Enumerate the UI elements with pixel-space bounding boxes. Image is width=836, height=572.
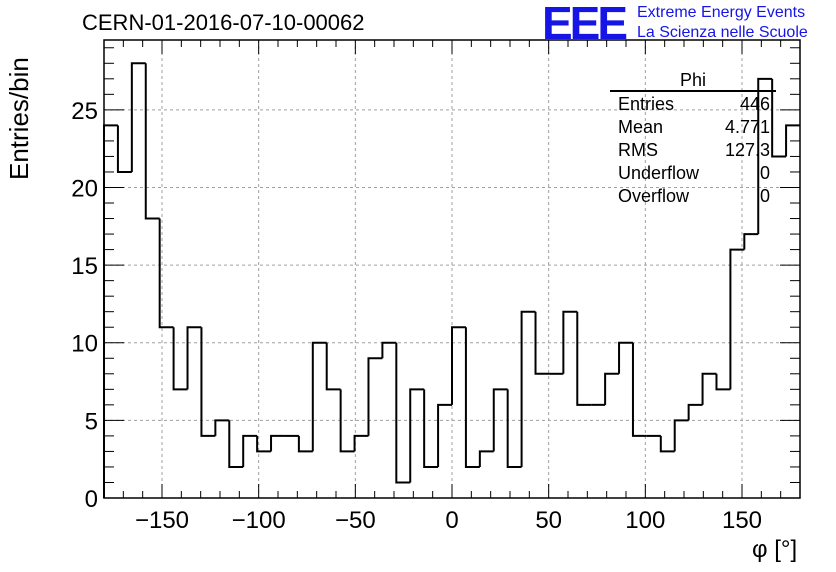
stats-title: Phi: [679, 70, 706, 90]
histogram-bin: [743, 233, 759, 250]
histogram-bin: [409, 388, 425, 483]
x-axis-label: φ [°]: [752, 536, 798, 563]
histogram-bin: [673, 419, 689, 452]
histogram-bin: [256, 435, 272, 453]
stats-value: 127.3: [724, 140, 770, 160]
logo-line-2: La Scienza nelle Scuole: [637, 24, 808, 41]
x-tick-label: 50: [535, 507, 562, 534]
histogram-bin: [631, 342, 647, 437]
stats-row-entries: Entries 446: [610, 94, 776, 117]
y-tick-label: 5: [85, 408, 98, 435]
stats-divider: [610, 90, 776, 92]
histogram-bin: [228, 420, 244, 468]
histogram-bin: [367, 357, 383, 436]
histogram-bin: [172, 327, 188, 391]
y-tick-label: 25: [71, 98, 98, 125]
x-tick-label: 0: [445, 507, 458, 534]
histogram-bin: [729, 248, 745, 390]
histogram-bin: [562, 310, 578, 374]
histogram-bin: [757, 77, 773, 235]
y-tick-label: 15: [71, 253, 98, 280]
x-tick-label: −100: [232, 507, 286, 534]
stats-row-mean: Mean 4.771: [610, 117, 776, 140]
histogram-bin: [242, 434, 258, 467]
logo-line-1: Extreme Energy Events: [637, 4, 806, 21]
histogram-bin: [451, 326, 466, 405]
histogram-bin: [715, 373, 731, 391]
y-tick-label: 20: [71, 175, 98, 202]
stats-value: 4.771: [724, 117, 770, 137]
histogram-bin: [297, 435, 313, 453]
stats-row-rms: RMS 127.3: [610, 140, 776, 163]
histogram-bin: [116, 125, 132, 173]
stats-box: Phi Entries 446 Mean 4.771 RMS 127.3 Und…: [610, 70, 776, 209]
y-axis-label: Entries/bin: [4, 57, 34, 180]
stats-value: 0: [759, 186, 770, 206]
histogram-bin: [158, 218, 174, 329]
chart-title: CERN-01-2016-07-10-00062: [82, 10, 365, 35]
x-tick-label: 100: [625, 507, 665, 534]
stats-label: Overflow: [618, 186, 690, 206]
histogram-bin: [214, 419, 230, 436]
histogram-bin: [311, 341, 327, 452]
stats-label: Entries: [618, 94, 675, 114]
histogram-bin: [339, 389, 355, 453]
histogram-bin: [353, 434, 369, 452]
stats-row-underflow: Underflow 0: [610, 163, 776, 186]
histogram-bin: [659, 435, 675, 453]
histogram-bin: [687, 403, 703, 421]
stats-label: Mean: [618, 117, 664, 137]
histogram-bin: [464, 327, 480, 468]
histogram-bin: [144, 63, 160, 220]
histogram-bin: [270, 434, 285, 452]
histogram-bin: [618, 341, 633, 374]
histogram-bin: [534, 311, 550, 375]
histogram-bin: [325, 342, 341, 391]
histogram-bin: [200, 327, 216, 437]
histogram-bin: [604, 372, 620, 405]
y-tick-label: 10: [71, 331, 98, 358]
histogram-bin: [381, 341, 397, 359]
histogram-bin: [478, 450, 494, 467]
x-tick-label: −50: [335, 507, 376, 534]
stats-label: RMS: [618, 140, 658, 160]
histogram-bin: [771, 78, 787, 158]
x-tick-label: −150: [135, 507, 189, 534]
histogram-bin: [506, 389, 522, 468]
stats-value: 446: [739, 94, 770, 114]
eee-logo: EEE: [542, 0, 628, 49]
stats-label: Underflow: [618, 163, 700, 183]
histogram-bin: [130, 62, 146, 172]
stats-row-overflow: Overflow 0: [610, 186, 776, 209]
histogram-bin: [492, 388, 508, 452]
histogram-bin: [395, 342, 411, 484]
histogram-bin: [186, 326, 202, 390]
histogram-bin: [423, 389, 439, 468]
histogram-bin: [701, 372, 717, 405]
stats-value: 0: [759, 163, 770, 183]
y-tick-label: 0: [85, 486, 98, 513]
histogram-bin: [437, 403, 452, 467]
histogram-bin: [520, 310, 536, 467]
x-tick-label: 150: [722, 507, 762, 534]
histogram-bin: [576, 311, 592, 406]
